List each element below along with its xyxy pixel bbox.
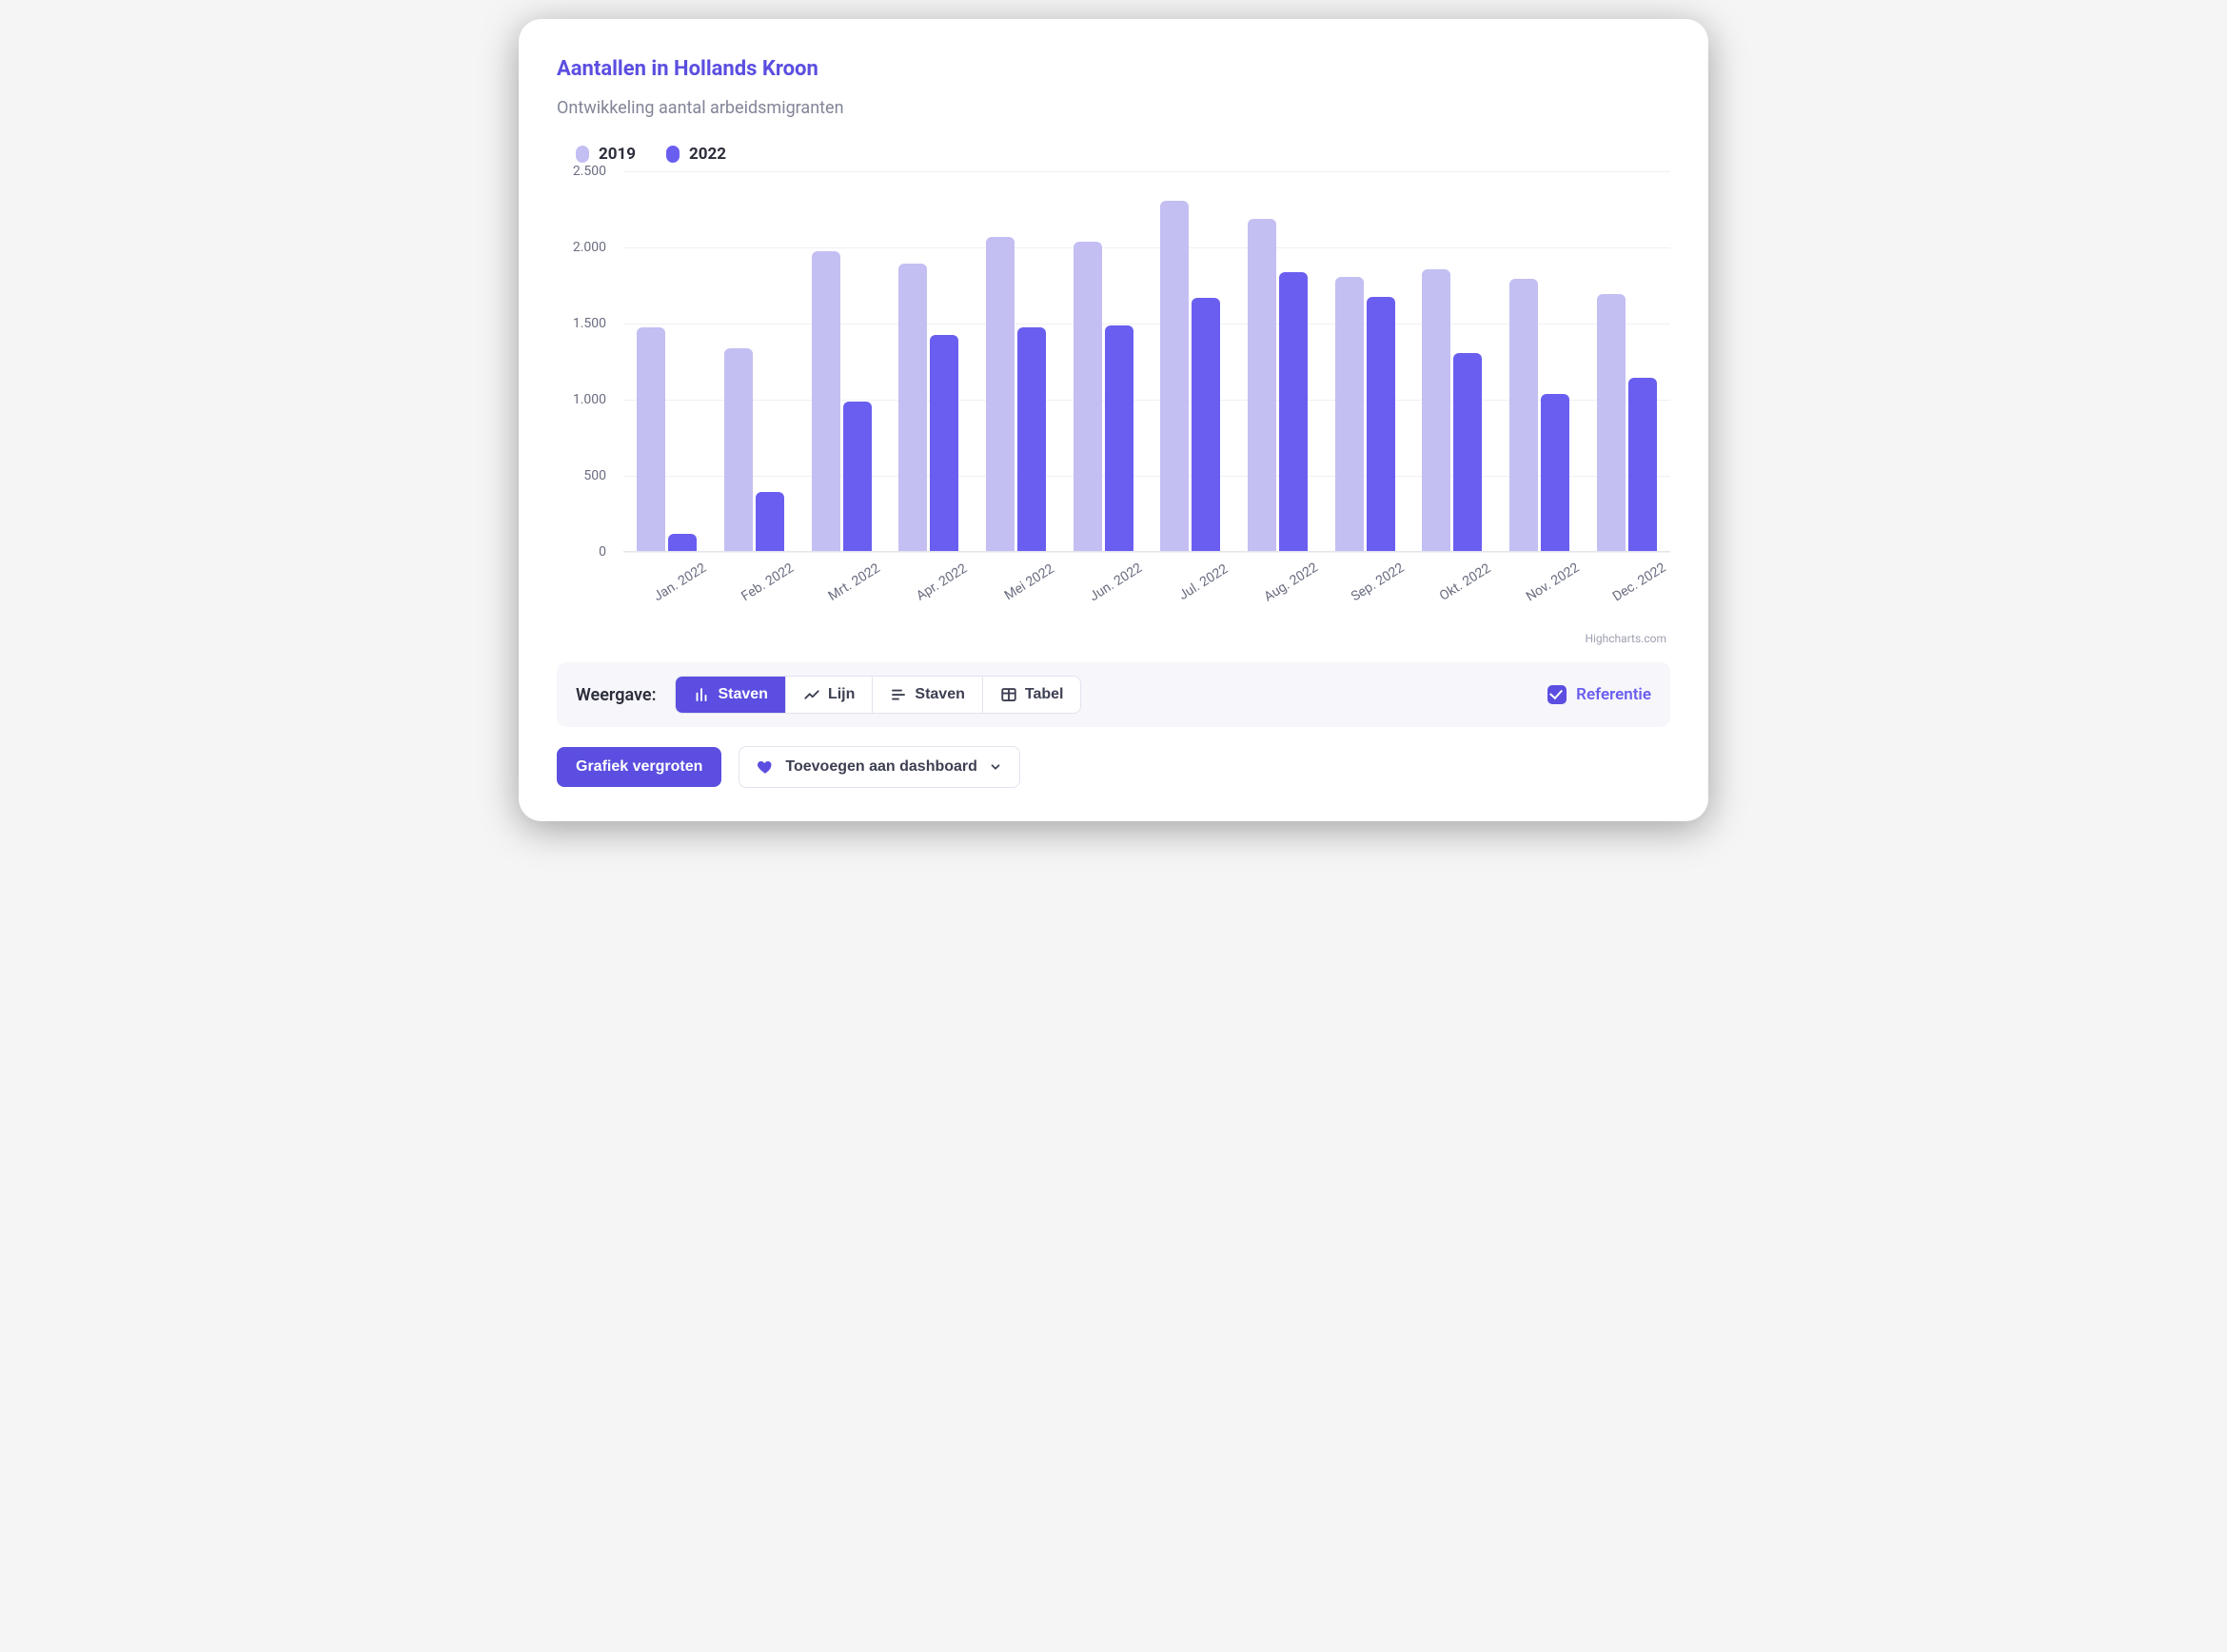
line-icon [803,686,820,703]
legend-item[interactable]: 2019 [576,145,636,164]
bar[interactable] [986,237,1015,551]
bar[interactable] [1335,277,1364,551]
view-option-label: Staven [915,686,964,703]
view-option-staven2[interactable]: Staven [873,677,982,713]
x-axis: Jan. 2022Feb. 2022Mrt. 2022Apr. 2022Mei … [623,561,1670,594]
bar[interactable] [898,264,927,551]
view-option-label: Lijn [828,686,855,703]
bar[interactable] [1160,201,1189,551]
y-tick-label: 2.000 [573,240,606,255]
bar[interactable] [637,327,665,551]
bar[interactable] [812,251,840,551]
action-row: Grafiek vergroten Toevoegen aan dashboar… [557,746,1670,788]
enlarge-chart-button[interactable]: Grafiek vergroten [557,747,721,787]
bar-group [885,171,973,551]
y-tick-label: 1.500 [573,316,606,331]
bar[interactable] [1367,297,1395,551]
card-subtitle: Ontwikkeling aantal arbeidsmigranten [557,98,1670,118]
bar[interactable] [1422,269,1450,551]
y-tick-label: 500 [583,468,606,483]
reference-checkbox[interactable] [1547,685,1567,704]
bar[interactable] [1017,327,1046,551]
bar[interactable] [1192,298,1220,551]
y-tick-label: 0 [599,544,606,560]
bar-group [1059,171,1147,551]
chevron-down-icon [989,760,1002,774]
view-controls: Weergave: Staven Lijn Staven Tabel Referent… [557,662,1670,727]
plot-area [623,171,1670,552]
bar-chart: 05001.0001.5002.0002.500 Jan. 2022Feb. 2… [557,171,1670,645]
y-tick-label: 2.500 [573,164,606,179]
bar[interactable] [1541,394,1569,551]
table-icon [1000,686,1017,703]
legend-swatch [576,146,589,163]
bar-icon [693,686,710,703]
bar[interactable] [1279,272,1308,551]
hbar-icon [890,686,907,703]
legend-label: 2022 [689,145,726,164]
reference-toggle[interactable]: Referentie [1547,685,1651,704]
bar-group [711,171,798,551]
view-segmented: Staven Lijn Staven Tabel [675,676,1081,714]
bar-group [1583,171,1670,551]
legend-swatch [666,146,680,163]
bar[interactable] [1074,242,1102,551]
bar-group [1409,171,1496,551]
bar[interactable] [843,402,872,551]
chart-card: Aantallen in Hollands Kroon Ontwikkeling… [519,19,1708,821]
view-option-label: Tabel [1025,686,1064,703]
view-option-tabel[interactable]: Tabel [983,677,1081,713]
bar[interactable] [1453,353,1482,551]
bar-group [1234,171,1322,551]
card-title: Aantallen in Hollands Kroon [557,57,1670,81]
bar[interactable] [1597,294,1626,551]
y-tick-label: 1.000 [573,392,606,407]
bar-group [798,171,885,551]
view-label: Weergave: [576,685,656,705]
legend-label: 2019 [599,145,636,164]
bar[interactable] [1509,279,1538,551]
bar-group [1321,171,1409,551]
chart-credit[interactable]: Highcharts.com [557,632,1666,645]
bar[interactable] [756,492,784,551]
bar-group [973,171,1060,551]
bar[interactable] [1105,325,1133,551]
bar[interactable] [930,335,958,551]
y-axis: 05001.0001.5002.0002.500 [557,171,614,552]
heart-icon [757,758,774,776]
bar[interactable] [1248,219,1276,551]
add-to-dashboard-label: Toevoegen aan dashboard [785,758,977,776]
view-option-label: Staven [718,686,767,703]
bar-group [1147,171,1234,551]
view-option-staven1[interactable]: Staven [676,677,785,713]
add-to-dashboard-button[interactable]: Toevoegen aan dashboard [739,746,1020,788]
reference-label: Referentie [1576,685,1651,704]
bar-group [1496,171,1584,551]
bar[interactable] [724,348,753,551]
legend-item[interactable]: 2022 [666,145,726,164]
bar-group [623,171,711,551]
chart-legend: 2019 2022 [576,145,1670,164]
view-option-lijn[interactable]: Lijn [786,677,873,713]
bar[interactable] [1628,378,1657,551]
bar-groups [623,171,1670,551]
